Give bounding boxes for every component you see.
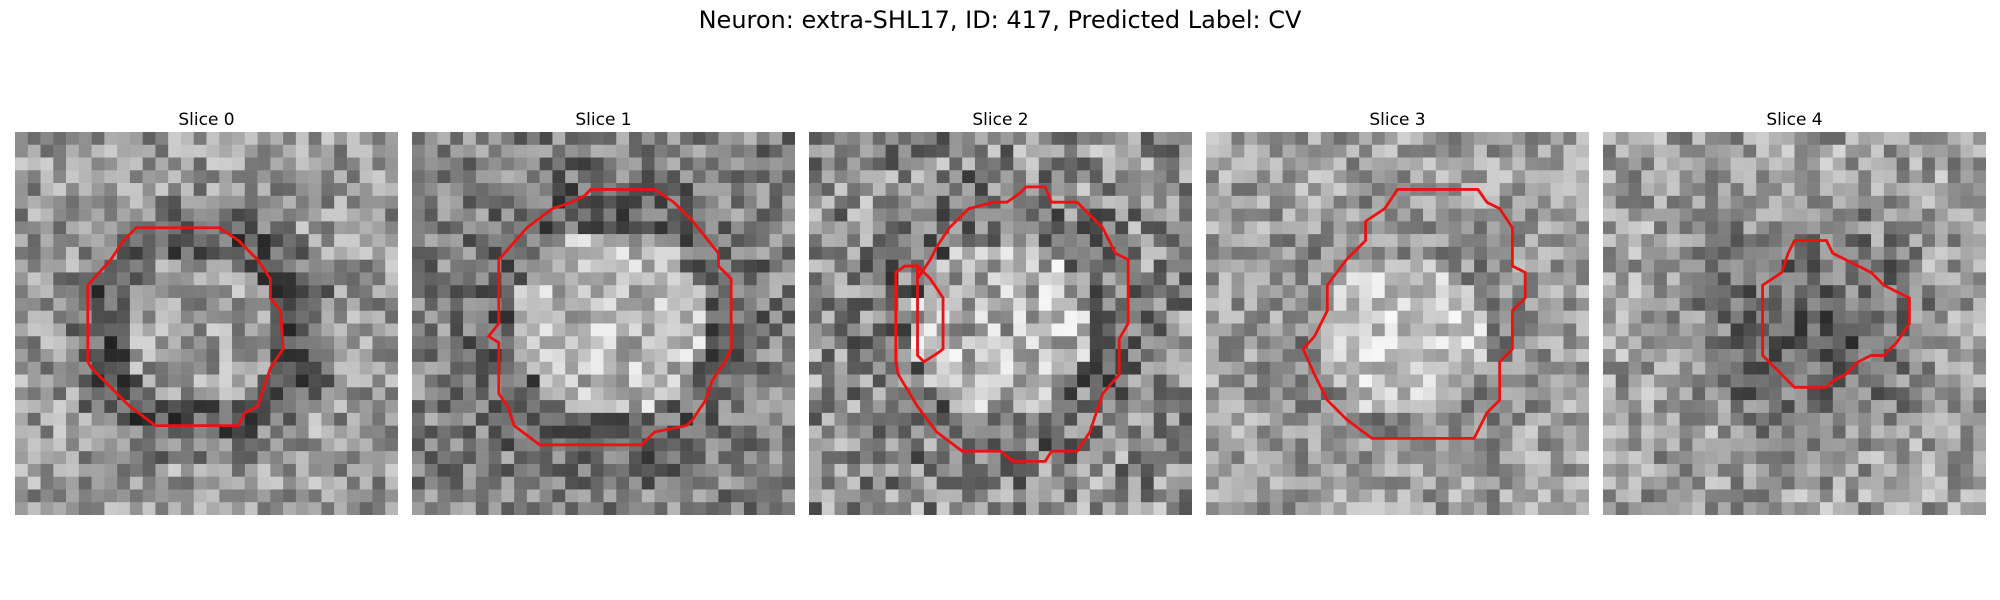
slice-panel-0: Slice 0 xyxy=(15,108,398,515)
figure-title: Neuron: extra-SHL17, ID: 417, Predicted … xyxy=(698,6,1302,34)
slice-image xyxy=(1206,132,1589,515)
pixel-grid xyxy=(809,132,1192,515)
slice-title: Slice 3 xyxy=(1369,110,1426,130)
segmentation-contour xyxy=(486,188,733,447)
slice-title: Slice 0 xyxy=(178,110,235,130)
slice-image xyxy=(1603,132,1986,515)
slice-panel-1: Slice 1 xyxy=(412,108,795,515)
slice-title: Slice 2 xyxy=(972,110,1029,130)
pixel-grid xyxy=(1603,132,1986,515)
pixel-grid xyxy=(1206,132,1589,515)
segmentation-contour-inner xyxy=(916,262,945,364)
slice-image xyxy=(15,132,398,515)
slice-panel-4: Slice 4 xyxy=(1603,108,1986,515)
slice-title: Slice 1 xyxy=(575,110,632,130)
segmentation-contour xyxy=(86,226,285,428)
segmentation-contour xyxy=(1761,239,1911,389)
slice-title: Slice 4 xyxy=(1766,110,1823,130)
slice-panel-3: Slice 3 xyxy=(1206,108,1589,515)
pixel-grid xyxy=(15,132,398,515)
segmentation-contour xyxy=(1301,188,1527,440)
slice-image xyxy=(412,132,795,515)
slice-panel-2: Slice 2 xyxy=(809,108,1192,515)
segmentation-contour xyxy=(894,185,1130,463)
pixel-grid xyxy=(412,132,795,515)
slice-image xyxy=(809,132,1192,515)
